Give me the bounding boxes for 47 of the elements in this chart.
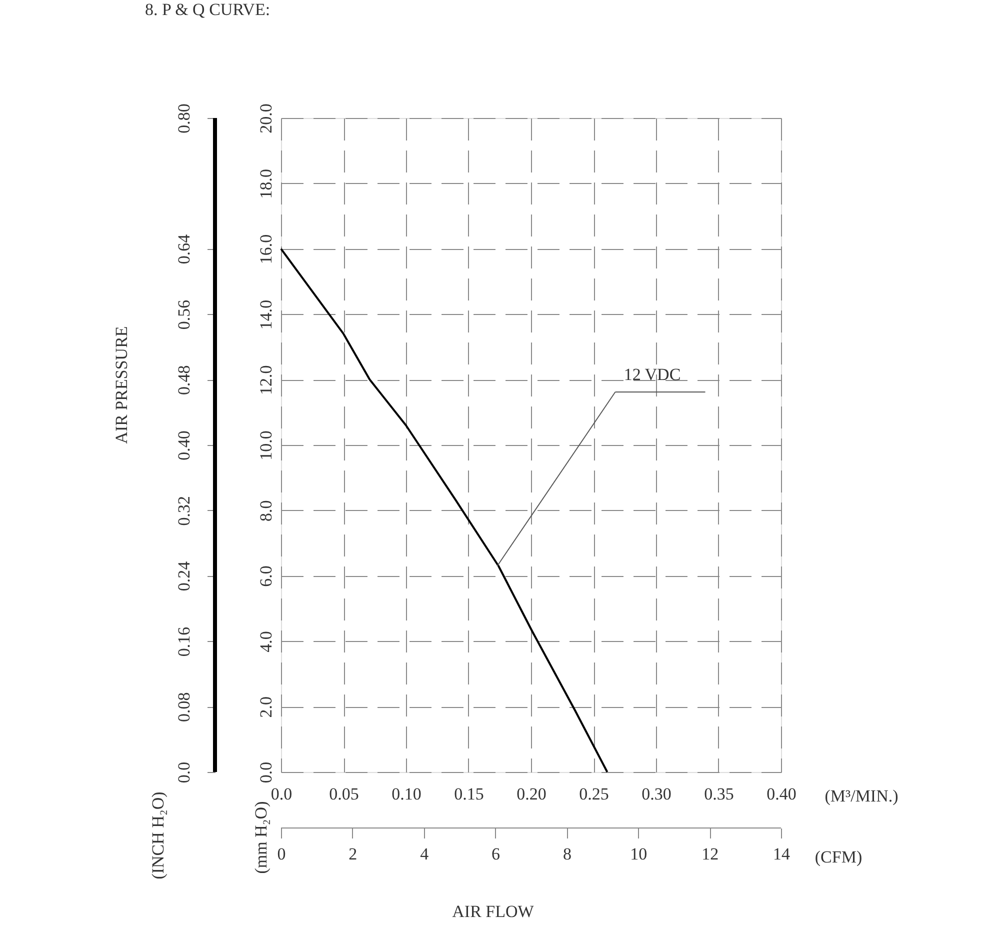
y-axis-title: (mm H₂O) (252, 801, 270, 874)
x2-tick-label: 0 (277, 844, 286, 864)
y2-tick-label: 0.64 (174, 234, 194, 264)
y-tick-label: 12.0 (256, 365, 276, 395)
text: AIR PRESSURE (112, 326, 131, 444)
y-tick-label: 2.0 (256, 696, 276, 718)
y-tick-label: 0.0 (256, 762, 276, 784)
x-axis-title: (M³/MIN.) (824, 786, 898, 806)
annotation: 12 VDC (624, 364, 681, 384)
x2-tick-label: 4 (420, 844, 430, 864)
y-tick-label: 18.0 (256, 169, 276, 199)
y2-tick-label: 0.0 (174, 762, 194, 784)
y2-tick-label: 0.16 (174, 626, 194, 657)
y-tick-label: 20.0 (256, 104, 276, 134)
x2-tick-label: 12 (702, 844, 719, 864)
x-tick-label: 0.10 (392, 784, 422, 804)
chart-title: 8. P & Q CURVE: (145, 0, 270, 20)
y-tick-label: 14.0 (256, 300, 276, 330)
x-tick-label: 0.05 (329, 784, 359, 804)
x-tick-label: 0.30 (642, 784, 672, 804)
line-series (280, 248, 608, 773)
y2-tick-label: 0.56 (174, 300, 194, 330)
y2-tick-label: 0.40 (174, 430, 194, 460)
x-tick-label: 0.15 (454, 784, 484, 804)
x2-tick-label: 14 (773, 844, 790, 864)
x-tick-label: 0.0 (270, 784, 292, 804)
x2-tick-label: 2 (348, 844, 358, 864)
x2-axis-title: (CFM) (814, 848, 862, 866)
x-tick-label: 0.35 (704, 784, 734, 804)
y2-tick-label: 0.32 (174, 496, 194, 526)
y-tick-label: 16.0 (256, 234, 276, 264)
y2-tick-label: 0.80 (174, 104, 194, 134)
y-tick-label: 10.0 (256, 430, 276, 460)
x-tick-label: 0.25 (579, 784, 609, 804)
y-tick-label: 6.0 (256, 566, 276, 587)
x2-tick-label: 6 (492, 844, 500, 864)
y2-tick-label: 0.48 (174, 365, 194, 395)
x-tick-label: 0.40 (766, 784, 796, 804)
y2-tick-label: 0.24 (174, 560, 194, 592)
y2-tick-label: 0.08 (174, 692, 194, 722)
x2-tick-label: 10 (630, 844, 648, 864)
text: AIR FLOW (452, 902, 535, 921)
x-tick-label: 0.20 (516, 784, 546, 804)
y-tick-label: 8.0 (256, 500, 276, 522)
x2-tick-label: 8 (562, 844, 572, 864)
y2-axis-title: (INCH H₂O) (148, 792, 168, 880)
y-tick-label: 4.0 (256, 631, 276, 652)
